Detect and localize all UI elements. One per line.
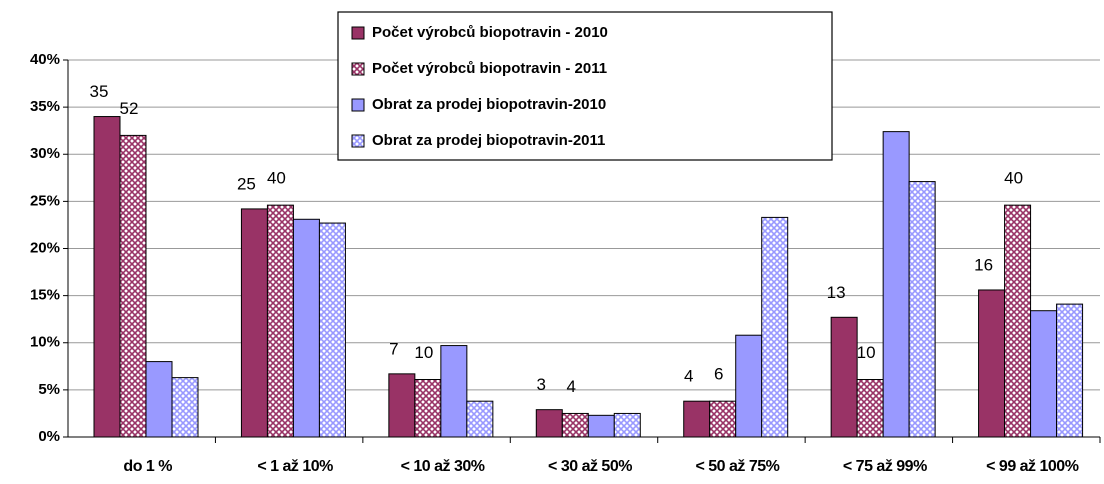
bar	[388, 373, 416, 438]
x-tick-label: < 30 až 50%	[548, 458, 632, 475]
y-tick-label: 15%	[30, 287, 60, 304]
bar	[1004, 204, 1032, 438]
bar	[318, 222, 346, 438]
x-tick-label: < 99 až 100%	[986, 458, 1079, 475]
bar	[613, 412, 641, 438]
y-tick-label: 40%	[30, 51, 60, 68]
legend-swatch	[351, 62, 365, 76]
bar	[978, 289, 1006, 438]
bar	[440, 345, 468, 438]
bar	[683, 400, 711, 438]
x-tick-label: < 75 až 99%	[843, 458, 927, 475]
data-label: 35	[90, 82, 109, 101]
data-label: 16	[974, 255, 993, 274]
bar	[735, 334, 763, 438]
bar	[830, 316, 858, 438]
data-label: 6	[714, 365, 723, 384]
legend-swatch	[351, 134, 365, 148]
data-label: 40	[1004, 169, 1023, 188]
legend-label: Obrat za prodej biopotravin-2010	[372, 96, 606, 113]
bar	[1056, 303, 1084, 438]
data-label: 3	[537, 375, 546, 394]
bar	[414, 379, 442, 438]
bar	[1030, 310, 1058, 438]
bar	[145, 361, 173, 438]
y-tick-label: 5%	[38, 381, 60, 398]
data-label: 52	[120, 99, 139, 118]
legend-label: Počet výrobců biopotravin - 2010	[372, 24, 608, 41]
y-tick-label: 0%	[38, 428, 60, 445]
y-tick-label: 10%	[30, 334, 60, 351]
x-tick-label: < 10 až 30%	[401, 458, 485, 475]
legend-box	[337, 11, 833, 161]
bar	[171, 377, 199, 438]
y-tick-label: 20%	[30, 239, 60, 256]
x-tick-label: do 1 %	[123, 458, 172, 475]
legend-swatch	[351, 98, 365, 112]
data-label: 4	[567, 377, 576, 396]
data-label: 4	[684, 367, 693, 386]
x-tick-label: < 1 až 10%	[257, 458, 333, 475]
legend-label: Obrat za prodej biopotravin-2011	[372, 132, 605, 149]
bar	[709, 400, 737, 438]
bar	[466, 400, 494, 438]
bar	[240, 208, 268, 438]
y-tick-label: 35%	[30, 98, 60, 115]
bar	[292, 218, 320, 438]
data-label: 10	[414, 343, 433, 362]
data-label: 10	[857, 343, 876, 362]
bar	[856, 379, 884, 438]
bar	[93, 116, 121, 438]
data-label: 7	[389, 339, 398, 358]
x-tick-label: < 50 až 75%	[695, 458, 779, 475]
data-label: 13	[827, 283, 846, 302]
y-tick-label: 30%	[30, 145, 60, 162]
data-label: 25	[237, 174, 256, 193]
bar	[535, 409, 563, 438]
legend-swatch	[351, 26, 365, 40]
legend-label: Počet výrobců biopotravin - 2011	[372, 60, 607, 77]
bar	[266, 204, 294, 438]
bar	[761, 216, 789, 438]
bar	[587, 414, 615, 438]
y-tick-label: 25%	[30, 192, 60, 209]
bar	[119, 134, 147, 438]
bar	[882, 131, 910, 438]
data-label: 40	[267, 169, 286, 188]
bar	[561, 412, 589, 438]
bar	[908, 181, 936, 438]
